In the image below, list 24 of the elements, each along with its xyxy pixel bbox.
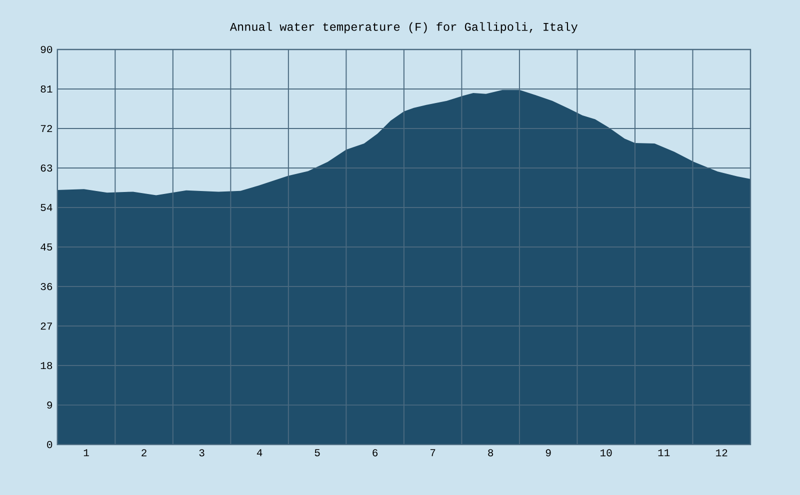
y-tick-label: 81 — [40, 85, 52, 93]
x-tick-label: 11 — [658, 449, 670, 456]
y-tick-label: 0 — [47, 440, 52, 448]
x-tick-label: 3 — [199, 449, 204, 456]
y-tick-label: 45 — [40, 243, 52, 251]
y-tick-label: 72 — [40, 124, 52, 132]
x-tick-label: 6 — [372, 449, 378, 456]
y-tick-label: 9 — [47, 401, 52, 409]
y-tick-label: 27 — [40, 322, 52, 330]
x-tick-label: 5 — [314, 449, 320, 456]
x-tick-label: 10 — [600, 449, 612, 456]
y-tick-label: 90 — [40, 46, 52, 54]
x-tick-label: 9 — [546, 449, 551, 456]
x-tick-label: 4 — [256, 449, 262, 456]
y-tick-label: 63 — [40, 164, 52, 172]
chart-title: Annual water temperature (F) for Gallipoli, Italy — [230, 22, 578, 34]
x-tick-label: 1 — [84, 449, 89, 456]
x-tick-label: 7 — [430, 449, 436, 456]
y-tick-label: 54 — [40, 204, 52, 212]
y-tick-label: 18 — [40, 362, 52, 370]
y-tick-label: 36 — [40, 282, 52, 290]
x-tick-label: 2 — [142, 449, 146, 456]
x-tick-label: 12 — [716, 449, 728, 456]
x-tick-label: 8 — [488, 449, 494, 456]
